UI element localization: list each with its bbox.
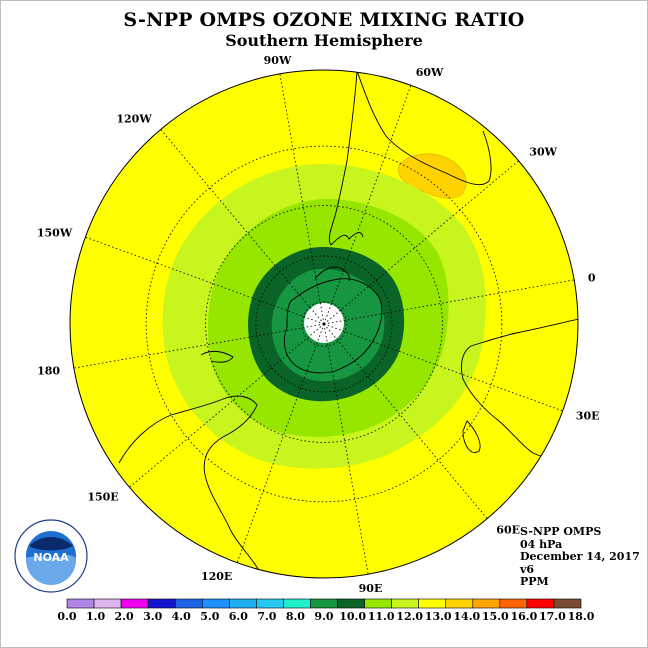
info-level: 04 hPa — [520, 537, 563, 551]
longitude-label: 90W — [264, 54, 292, 67]
info-units: PPM — [520, 575, 549, 589]
page-subtitle: Southern Hemisphere — [225, 31, 423, 50]
longitude-labels: 90W 60W 30W 0 30E 60E 90E 120E 150E 180 150W 120W — [37, 54, 600, 595]
longitude-label: 180 — [37, 365, 60, 378]
latitude-circle — [301, 301, 347, 347]
longitude-label: 0 — [588, 272, 596, 285]
longitude-label: 150E — [87, 490, 118, 503]
info-block: S-NPP OMPS 04 hPa December 14, 2017 v6 P… — [520, 525, 640, 589]
longitude-label: 30W — [529, 146, 557, 159]
noaa-logo-text: NOAA — [33, 551, 69, 564]
longitude-label: 120W — [116, 113, 152, 126]
latitude-circle — [255, 255, 393, 393]
coastlines — [118, 70, 578, 578]
info-date: December 14, 2017 — [520, 550, 640, 564]
page-title: S-NPP OMPS OZONE MIXING RATIO — [123, 9, 525, 31]
longitude-label: 60W — [416, 66, 444, 79]
map-disc — [70, 70, 578, 578]
noaa-logo: NOAA — [14, 519, 88, 593]
info-instrument: S-NPP OMPS — [520, 525, 602, 538]
latitude-circle — [205, 205, 443, 443]
longitude-label: 120E — [201, 570, 232, 583]
longitude-label: 90E — [359, 582, 383, 595]
info-version: v6 — [520, 562, 535, 576]
map-boundary — [69, 69, 579, 579]
longitude-label: 60E — [496, 523, 520, 536]
longitude-label: 150W — [37, 226, 73, 239]
latitude-circle — [145, 145, 503, 503]
longitude-label: 30E — [576, 410, 600, 423]
graticule — [73, 73, 575, 575]
